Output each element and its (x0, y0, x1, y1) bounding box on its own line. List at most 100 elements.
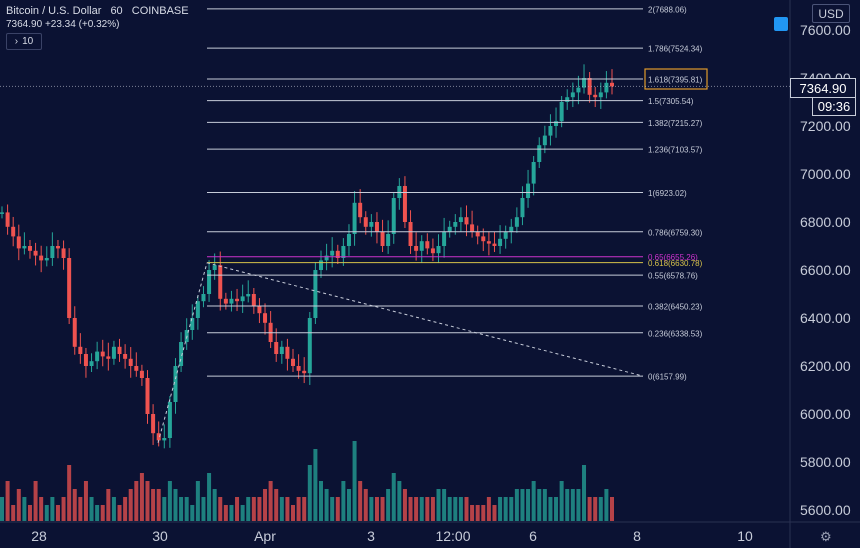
volume-bar (576, 489, 581, 521)
candle-body (151, 414, 156, 434)
candle-body (587, 78, 592, 95)
volume-bar (542, 489, 547, 521)
volume-bar (610, 497, 614, 521)
candle-body (274, 342, 279, 354)
candle-body (593, 94, 598, 98)
volume-bar (16, 489, 21, 521)
candle-body (470, 224, 475, 232)
candle-body (374, 222, 379, 232)
volume-bar (95, 505, 100, 521)
volume-bar (111, 497, 116, 521)
volume-bar (78, 497, 83, 521)
volume-bar (106, 489, 111, 521)
candle-body (498, 238, 503, 246)
candle-body (95, 351, 100, 362)
volume-bar (156, 489, 161, 521)
candle-body (240, 296, 245, 302)
candle-body (346, 234, 351, 246)
fib-level-label: 0.65(6655.26) (648, 253, 698, 262)
volume-bar (554, 497, 559, 521)
candle-body (352, 202, 357, 234)
candle-body (55, 246, 60, 249)
candle-body (156, 433, 161, 441)
x-tick-label: 28 (31, 528, 47, 544)
chevron-right-icon: › (14, 36, 19, 47)
volume-bar (89, 497, 94, 521)
fib-base-line (157, 262, 208, 443)
candle-body (559, 102, 564, 122)
volume-bar (486, 497, 491, 521)
fib-level-label: 1.618(7395.81) (648, 76, 703, 85)
candle-body (207, 270, 212, 294)
candle-body (570, 92, 575, 98)
candle-body (44, 258, 49, 261)
candle-body (414, 246, 419, 251)
candle-body (201, 294, 206, 302)
volume-bar (251, 497, 256, 521)
volume-bar (229, 505, 234, 521)
volume-bar (453, 497, 458, 521)
volume-bar (442, 489, 447, 521)
candle-body (302, 370, 307, 374)
volume-bar (201, 497, 206, 521)
candle-body (279, 346, 284, 354)
volume-bar (531, 481, 536, 521)
candle-body (492, 243, 497, 246)
candle-body (22, 246, 27, 249)
candle-body (520, 198, 525, 218)
candle-body (509, 226, 514, 232)
volume-bar (218, 497, 223, 521)
volume-bar (425, 497, 430, 521)
candle-body (386, 234, 391, 246)
volume-bar (257, 497, 262, 521)
candle-body (582, 78, 587, 88)
volume-bar (430, 497, 435, 521)
volume-bar (492, 505, 497, 521)
volume-bar (67, 465, 72, 521)
volume-bar (604, 489, 609, 521)
volume-bar (481, 505, 486, 521)
volume-bar (139, 473, 144, 521)
indicators-count: 10 (22, 36, 34, 47)
volume-bar (263, 489, 268, 521)
candle-body (391, 198, 396, 234)
volume-bar (313, 449, 318, 521)
x-tick-label: 8 (633, 528, 641, 544)
volume-bar (235, 497, 240, 521)
candle-body (218, 265, 223, 299)
candle-body (475, 231, 480, 237)
candle-body (246, 294, 251, 297)
candle-body (195, 301, 200, 318)
volume-bar (380, 497, 385, 521)
candle-body (453, 222, 458, 227)
volume-bar (72, 489, 77, 521)
volume-bar (408, 497, 413, 521)
y-tick-label: 6800.00 (800, 214, 851, 230)
volume-bar (397, 481, 402, 521)
volume-bar (39, 497, 44, 521)
indicators-toggle[interactable]: › 10 (6, 33, 42, 50)
candle-body (50, 246, 55, 258)
volume-bar (346, 489, 351, 521)
candle-body (263, 313, 268, 323)
fib-highlight-box (644, 68, 708, 90)
gear-icon[interactable]: ⚙ (820, 529, 832, 544)
volume-bar (246, 497, 251, 521)
candle-body (481, 236, 486, 242)
volume-bar (475, 505, 480, 521)
candle-body (335, 250, 340, 258)
symbol-header: Bitcoin / U.S. Dollar 60 COINBASE (6, 5, 195, 17)
fib-level-label: 0.55(6578.76) (648, 272, 698, 281)
volume-bar (22, 497, 27, 521)
volume-bar (11, 505, 16, 521)
currency-button[interactable]: USD (812, 4, 850, 23)
volume-bar (503, 497, 508, 521)
candle-body (27, 246, 32, 251)
volume-bar (593, 497, 598, 521)
exchange: COINBASE (131, 5, 189, 17)
settings-square-icon[interactable] (774, 17, 788, 31)
volume-bar (363, 489, 368, 521)
volume-bar (464, 497, 469, 521)
candle-body (223, 298, 228, 304)
